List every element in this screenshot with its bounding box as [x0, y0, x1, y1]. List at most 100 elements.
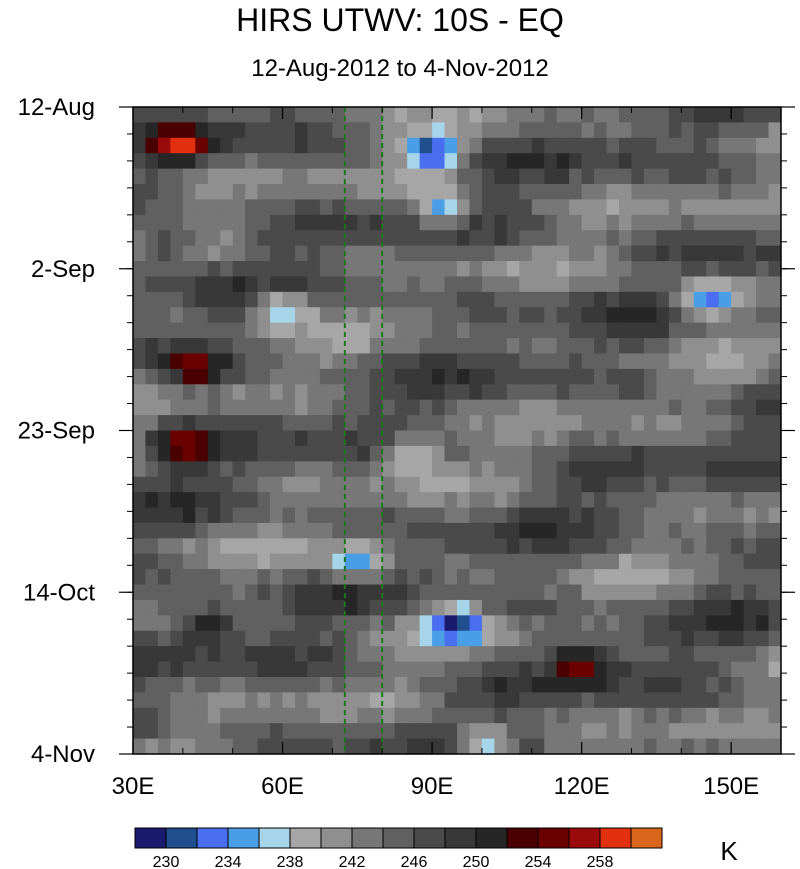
- field-cell: [394, 245, 408, 262]
- field-cell: [594, 107, 608, 123]
- field-cell: [718, 307, 732, 324]
- field-cell: [457, 399, 471, 416]
- field-cell: [220, 322, 234, 339]
- field-cell: [369, 584, 383, 601]
- field-cell: [581, 507, 595, 524]
- field-cell: [394, 599, 408, 616]
- field-cell: [357, 661, 371, 678]
- field-cell: [270, 291, 284, 308]
- field-cell: [432, 461, 446, 478]
- field-cell: [706, 184, 720, 201]
- field-cell: [170, 661, 184, 678]
- field-cell: [357, 230, 371, 247]
- field-cell: [743, 522, 757, 539]
- field-cell: [369, 399, 383, 416]
- field-cell: [170, 507, 184, 524]
- field-cell: [656, 723, 670, 740]
- field-cell: [531, 153, 545, 170]
- field-cell: [606, 584, 620, 601]
- field-cell: [133, 646, 147, 663]
- field-cell: [444, 723, 458, 740]
- field-cell: [656, 476, 670, 493]
- field-cell: [643, 723, 657, 740]
- field-cell: [706, 707, 720, 724]
- field-cell: [319, 384, 333, 401]
- field-cell: [631, 507, 645, 524]
- field-cell: [544, 461, 558, 478]
- field-cell: [643, 137, 657, 154]
- field-cell: [282, 615, 296, 632]
- field-cell: [531, 137, 545, 154]
- field-cell: [768, 723, 781, 740]
- field-cell: [569, 230, 583, 247]
- field-cell: [282, 368, 296, 385]
- field-cell: [519, 122, 533, 139]
- field-cell: [519, 492, 533, 509]
- field-cell: [344, 184, 358, 201]
- field-cell: [133, 538, 147, 555]
- field-cell: [581, 153, 595, 170]
- field-cell: [619, 599, 633, 616]
- field-cell: [220, 615, 234, 632]
- field-cell: [581, 214, 595, 231]
- field-cell: [145, 184, 159, 201]
- field-cell: [681, 338, 695, 355]
- field-cell: [220, 353, 234, 370]
- field-cell: [544, 107, 558, 123]
- field-cell: [519, 615, 533, 632]
- field-cell: [481, 353, 495, 370]
- field-cell: [419, 461, 433, 478]
- field-cell: [531, 692, 545, 709]
- field-cell: [668, 261, 682, 278]
- field-cell: [768, 214, 781, 231]
- field-cell: [569, 707, 583, 724]
- field-cell: [768, 291, 781, 308]
- field-cell: [245, 338, 259, 355]
- field-cell: [432, 168, 446, 185]
- field-cell: [195, 322, 209, 339]
- field-cell: [531, 307, 545, 324]
- field-cell: [419, 122, 433, 139]
- field-cell: [569, 107, 583, 123]
- field-cell: [556, 599, 570, 616]
- field-cell: [307, 168, 321, 185]
- field-cell: [145, 661, 159, 678]
- field-cell: [232, 492, 246, 509]
- field-cell: [319, 230, 333, 247]
- field-cell: [556, 353, 570, 370]
- field-cell: [257, 584, 271, 601]
- field-cell: [756, 368, 770, 385]
- field-cell: [506, 199, 520, 216]
- field-cell: [157, 353, 171, 370]
- field-cell: [157, 168, 171, 185]
- field-cell: [706, 399, 720, 416]
- field-cell: [357, 168, 371, 185]
- field-cell: [432, 384, 446, 401]
- field-cell: [506, 569, 520, 586]
- field-cell: [407, 168, 421, 185]
- field-cell: [369, 338, 383, 355]
- field-cell: [407, 122, 421, 139]
- field-cell: [594, 738, 608, 754]
- field-cell: [382, 384, 396, 401]
- field-cell: [419, 445, 433, 462]
- field-cell: [594, 599, 608, 616]
- field-cell: [207, 199, 221, 216]
- field-cell: [382, 276, 396, 293]
- field-cell: [693, 199, 707, 216]
- field-cell: [631, 553, 645, 570]
- field-cell: [731, 322, 745, 339]
- field-cell: [394, 553, 408, 570]
- field-cell: [631, 322, 645, 339]
- field-cell: [519, 107, 533, 123]
- field-cell: [469, 630, 483, 647]
- field-cell: [394, 538, 408, 555]
- field-cell: [531, 430, 545, 447]
- field-cell: [681, 445, 695, 462]
- field-cell: [619, 630, 633, 647]
- field-cell: [307, 137, 321, 154]
- field-cell: [232, 692, 246, 709]
- field-cell: [282, 630, 296, 647]
- field-cell: [606, 461, 620, 478]
- field-cell: [307, 707, 321, 724]
